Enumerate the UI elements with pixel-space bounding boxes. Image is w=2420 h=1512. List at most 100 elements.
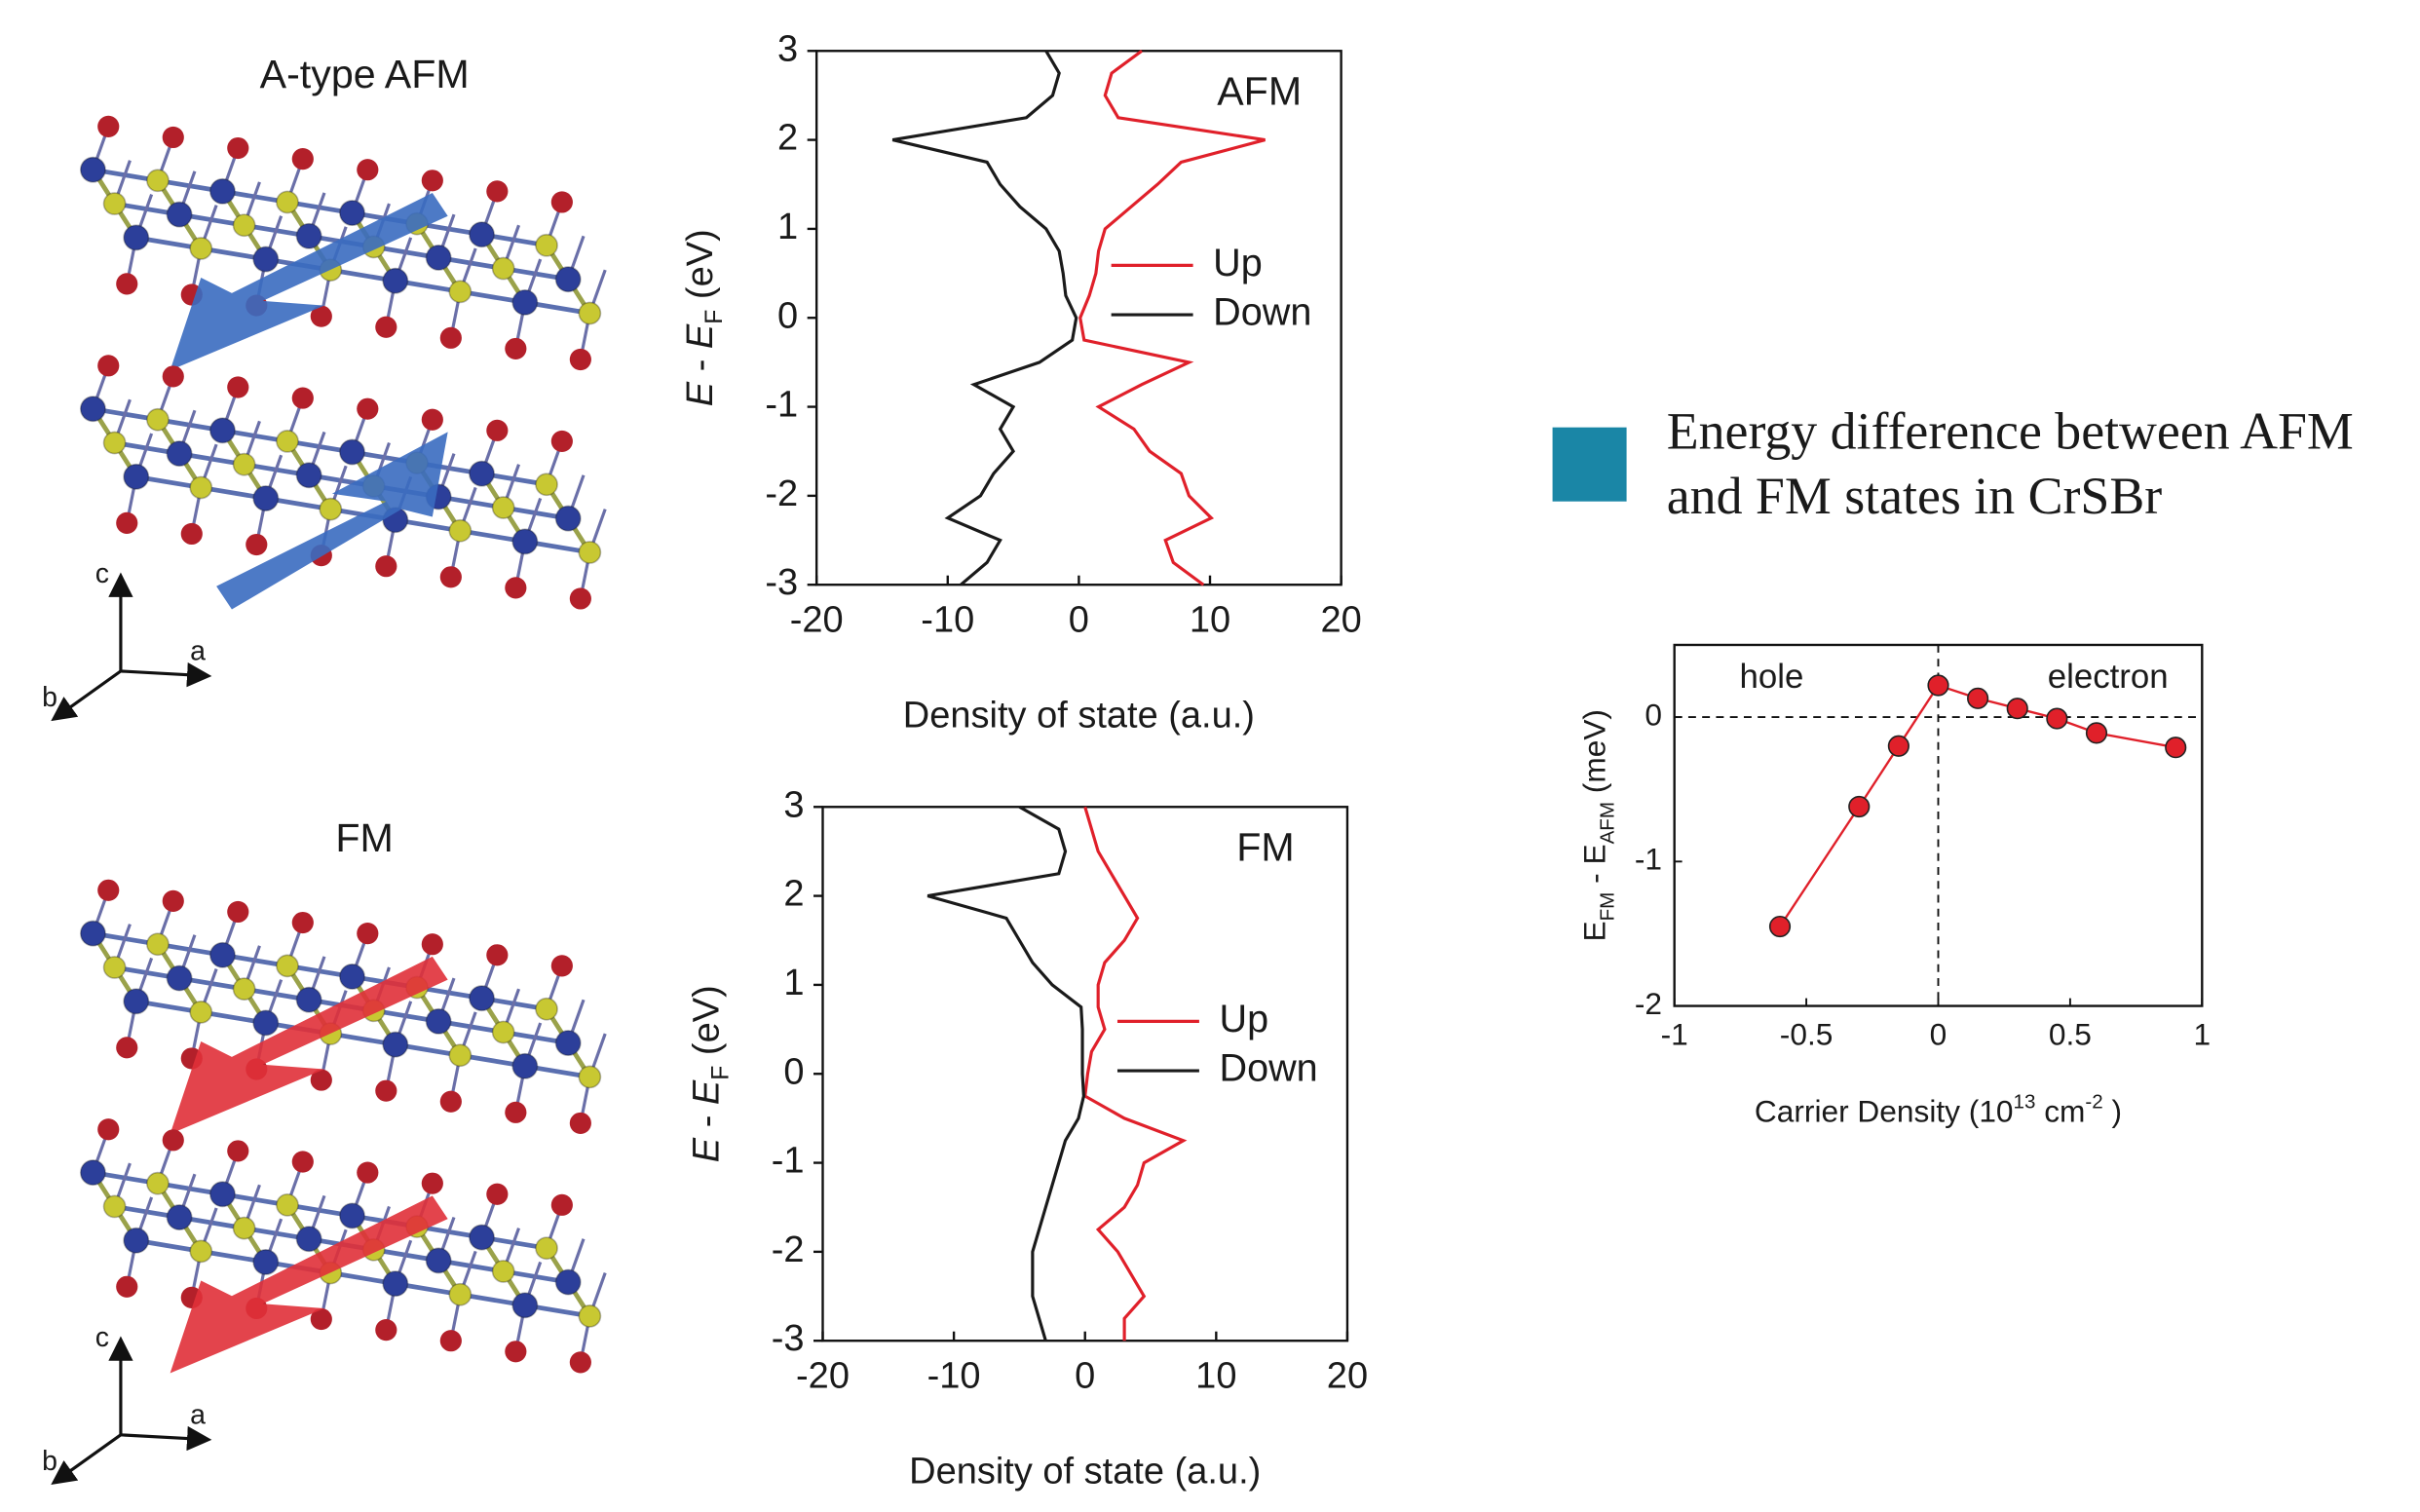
br-atom <box>569 587 591 610</box>
atom <box>578 1065 602 1089</box>
br-atom <box>550 430 573 453</box>
axis-title: EFM - EAFM (meV) <box>1577 709 1619 942</box>
br-atom <box>505 1101 527 1123</box>
atom <box>276 1192 299 1217</box>
legend-label: Energy difference between AFM <box>1667 402 2354 461</box>
atom <box>123 1227 150 1254</box>
br-atom <box>421 933 443 956</box>
annotation: electron <box>2048 658 2169 696</box>
br-atom <box>357 1161 379 1184</box>
label-part: cm <box>2035 1094 2085 1129</box>
atom <box>491 496 515 519</box>
axis-label: c <box>95 1322 109 1353</box>
fm-structure: FM c a b <box>42 815 607 1486</box>
atom <box>339 200 365 227</box>
y-tick-label: -2 <box>1635 986 1662 1021</box>
br-atom <box>162 365 184 388</box>
y-tick-label: -2 <box>765 473 798 514</box>
atom <box>146 407 170 432</box>
atom <box>252 1009 280 1037</box>
y-tick-label: -2 <box>772 1229 805 1270</box>
atom <box>554 505 582 532</box>
br-atom <box>116 511 138 534</box>
label-part: E <box>686 1079 727 1105</box>
y-tick-label: -3 <box>765 562 798 603</box>
br-atom <box>375 316 397 338</box>
data-point <box>2085 722 2108 744</box>
atom <box>339 438 365 466</box>
x-tick-label: 20 <box>1327 1355 1368 1396</box>
atom <box>208 941 236 968</box>
x-tick-label: -20 <box>796 1355 850 1396</box>
atom <box>554 1030 582 1057</box>
atom <box>339 1202 365 1229</box>
br-atom <box>357 397 379 420</box>
data-line <box>1779 684 2176 927</box>
data-point <box>2165 737 2187 759</box>
afm-structure: A-type AFM c a b <box>42 52 607 722</box>
axis-arrow <box>51 669 122 722</box>
atom <box>535 233 558 257</box>
dos-line <box>926 805 1085 1342</box>
atom <box>469 985 495 1012</box>
br-atom <box>162 126 184 149</box>
br-atom <box>569 348 591 371</box>
x-tick-label: 1 <box>2193 1017 2211 1052</box>
atom <box>448 518 473 543</box>
br-atom <box>505 337 527 359</box>
atom <box>276 430 299 453</box>
br-atom <box>550 191 573 213</box>
dos-line <box>1078 49 1266 586</box>
label-part: F <box>701 310 728 324</box>
atom <box>252 485 280 511</box>
atom <box>146 169 170 193</box>
atom <box>189 1239 213 1264</box>
atom <box>79 920 106 947</box>
br-atom <box>291 148 314 170</box>
axis-title: Carrier Density (1013 cm-2 ) <box>1755 1090 2122 1128</box>
br-atom <box>439 1090 462 1113</box>
atom <box>535 472 558 497</box>
atom <box>448 280 473 304</box>
label-part: E <box>1577 921 1612 941</box>
br-atom <box>310 305 332 327</box>
x-tick-label: 0 <box>1069 599 1089 640</box>
br-atom <box>550 1193 573 1216</box>
br-atom <box>227 1140 249 1162</box>
data-point <box>2046 707 2068 730</box>
y-tick-label: 1 <box>777 207 798 247</box>
atom <box>276 954 299 978</box>
atom <box>382 267 409 294</box>
br-atom <box>439 566 462 588</box>
br-atom <box>486 1183 509 1205</box>
br-atom <box>227 136 249 160</box>
br-atom <box>375 1319 397 1342</box>
atom <box>295 222 322 249</box>
x-axis-title: Density of state (a.u.) <box>903 695 1255 736</box>
y-tick-label: 2 <box>777 118 798 159</box>
br-atom <box>310 1307 332 1331</box>
atom <box>511 528 539 555</box>
legend-label: Down <box>1220 1047 1318 1090</box>
dos-line <box>1083 806 1188 1342</box>
br-atom <box>569 1112 591 1134</box>
br-atom <box>486 944 509 966</box>
axis-title: E - EF (eV) <box>686 985 734 1162</box>
atom <box>166 201 193 228</box>
axis-title: E - EF (eV) <box>680 229 728 406</box>
br-atom <box>486 180 509 203</box>
x-axis-title: Density of state (a.u.) <box>909 1451 1261 1492</box>
spin-arrow <box>170 192 448 371</box>
x-tick-label: -1 <box>1661 1017 1688 1052</box>
atom <box>448 1043 473 1068</box>
atom <box>469 221 495 248</box>
br-atom <box>227 900 249 924</box>
atom <box>578 301 602 325</box>
legend-label: Up <box>1213 242 1263 284</box>
label-part: E <box>680 323 721 349</box>
legend-swatch <box>1552 427 1627 502</box>
atom <box>425 1247 452 1274</box>
atom <box>491 1260 515 1283</box>
data-point <box>1967 687 1989 709</box>
